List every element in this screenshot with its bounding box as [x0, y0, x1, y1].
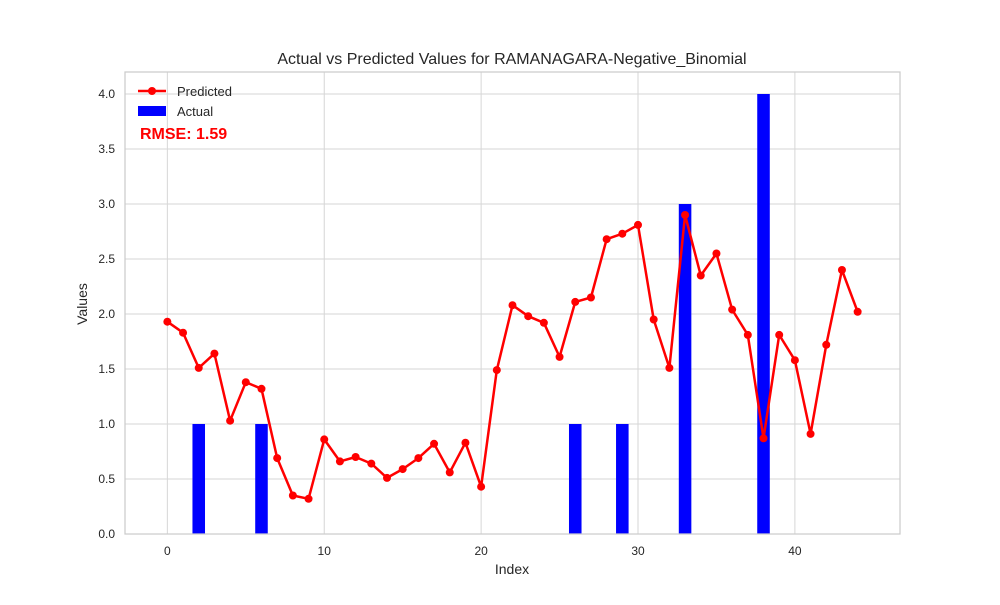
legend-actual-swatch: [138, 106, 166, 116]
predicted-point: [806, 429, 815, 438]
predicted-point: [665, 363, 674, 372]
x-tick-labels: 0 10 20 30 40: [164, 544, 802, 558]
actual-bar: [192, 424, 206, 534]
predicted-point: [524, 312, 533, 321]
predicted-point: [430, 439, 439, 448]
predicted-point: [618, 229, 627, 238]
y-tick-label: 1.5: [98, 362, 115, 376]
predicted-point: [335, 457, 344, 466]
predicted-point: [508, 301, 517, 310]
predicted-point: [634, 220, 643, 229]
predicted-point: [194, 363, 203, 372]
predicted-point: [320, 435, 329, 444]
predicted-point: [492, 366, 501, 375]
actual-bar: [757, 94, 770, 534]
x-tick-label: 40: [788, 544, 802, 558]
legend: Predicted Actual: [138, 84, 232, 119]
y-tick-label: 0.5: [98, 472, 115, 486]
y-tick-label: 0.0: [98, 527, 115, 541]
predicted-point: [571, 297, 580, 306]
actual-bar: [568, 424, 582, 534]
legend-predicted-label: Predicted: [177, 84, 232, 99]
predicted-point: [775, 330, 784, 339]
predicted-point: [586, 293, 595, 302]
actual-bar: [616, 424, 629, 534]
predicted-point: [382, 473, 391, 482]
x-axis-label: Index: [495, 561, 529, 577]
x-tick-label: 20: [474, 544, 488, 558]
legend-actual-label: Actual: [177, 104, 213, 119]
predicted-point: [367, 459, 376, 468]
predicted-point: [555, 352, 564, 361]
predicted-line-layer: [163, 211, 862, 503]
predicted-point: [273, 454, 282, 463]
predicted-point: [681, 211, 690, 219]
actual-bar: [255, 424, 268, 534]
predicted-point: [696, 271, 705, 280]
predicted-point: [210, 349, 219, 358]
predicted-point: [728, 305, 737, 314]
predicted-point: [602, 235, 611, 244]
predicted-point: [226, 416, 235, 425]
y-axis-label: Values: [74, 283, 90, 325]
predicted-point: [822, 340, 831, 349]
predicted-point: [837, 266, 846, 274]
predicted-point: [351, 453, 360, 461]
chart-title: Actual vs Predicted Values for RAMANAGAR…: [277, 51, 746, 68]
predicted-point: [790, 356, 799, 365]
y-tick-labels: 0.0 0.5 1.0 1.5 2.0 2.5 3.0 3.5 4.0: [98, 87, 115, 541]
predicted-point: [414, 454, 423, 463]
plot-frame: [124, 71, 901, 535]
predicted-point: [853, 307, 862, 316]
predicted-point: [288, 491, 297, 500]
predicted-point: [461, 438, 470, 447]
predicted-point: [241, 378, 250, 387]
predicted-point: [163, 317, 172, 326]
x-tick-label: 30: [631, 544, 645, 558]
actual-bar: [678, 204, 692, 534]
predicted-point: [712, 249, 721, 258]
predicted-point: [759, 434, 768, 443]
predicted-point: [304, 494, 313, 503]
predicted-point: [445, 468, 454, 477]
predicted-point: [743, 330, 752, 339]
predicted-point: [398, 465, 407, 474]
predicted-point: [257, 384, 266, 393]
x-tick-label: 10: [318, 544, 332, 558]
rmse-annotation: RMSE: 1.59: [140, 126, 227, 143]
y-tick-label: 3.0: [98, 197, 115, 211]
legend-predicted-marker: [148, 87, 156, 95]
y-tick-label: 3.5: [98, 142, 115, 156]
predicted-point: [539, 318, 548, 327]
y-tick-label: 4.0: [98, 87, 115, 101]
x-tick-label: 0: [164, 544, 171, 558]
y-tick-label: 2.5: [98, 252, 115, 266]
y-tick-label: 1.0: [98, 417, 115, 431]
y-tick-label: 2.0: [98, 307, 115, 321]
predicted-point: [179, 328, 188, 337]
predicted-point: [649, 315, 658, 324]
predicted-point: [477, 482, 486, 491]
